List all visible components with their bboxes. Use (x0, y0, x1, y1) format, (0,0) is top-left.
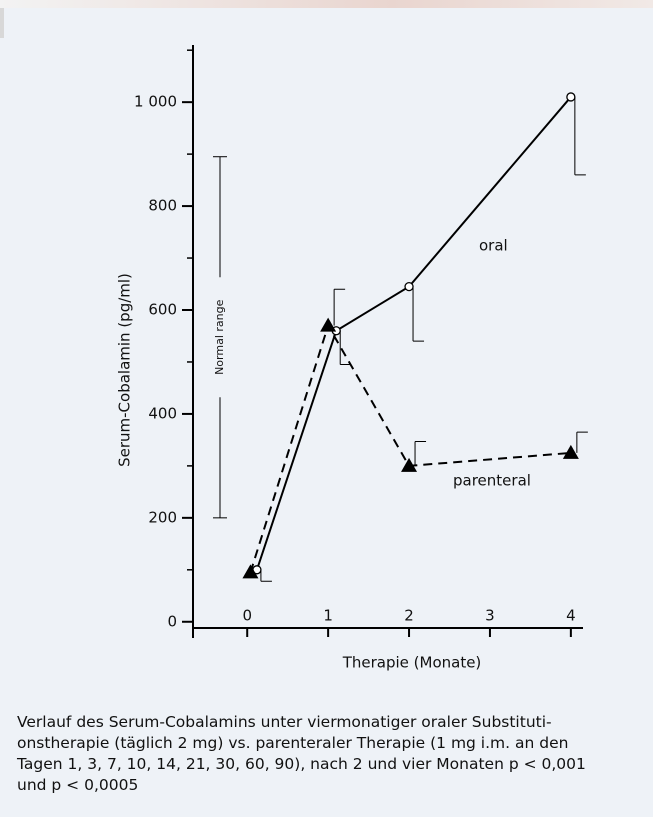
y-axis-label: Serum-Cobalamin (pg/ml) (116, 273, 134, 467)
x-tick-label: 4 (566, 607, 576, 625)
y-tick-label: 600 (148, 301, 177, 319)
top-strip (0, 0, 653, 8)
caption-line: und p < 0,0005 (17, 776, 139, 794)
caption-line: Verlauf des Serum-Cobalamins unter vierm… (17, 713, 552, 731)
y-tick-label: 200 (148, 508, 177, 526)
marker (401, 457, 418, 472)
caption-line: onstherapie (täglich 2 mg) vs. parentera… (17, 734, 569, 752)
y-tick-label: 800 (148, 197, 177, 215)
marker (404, 281, 414, 292)
error-bar (339, 330, 352, 366)
left-strip (0, 8, 4, 38)
marker (562, 444, 579, 459)
x-tick-label: 3 (485, 607, 495, 625)
error-bar (412, 286, 425, 342)
x-tick-label: 0 (242, 607, 252, 625)
error-bar (574, 96, 586, 176)
y-tick-label: 400 (148, 404, 177, 422)
marker (242, 564, 259, 579)
y-tick-label: 1 000 (134, 93, 177, 111)
x-axis-label: Therapie (Monate) (342, 654, 482, 672)
chart: Serum-Cobalamin (pg/ml) Therapie (Monate… (116, 45, 588, 672)
series-line (249, 323, 571, 573)
error-bar (260, 569, 272, 582)
series-label: parenteral (453, 472, 531, 490)
error-bar (333, 288, 346, 326)
x-tick-label: 2 (404, 607, 414, 625)
marker (320, 317, 337, 332)
series-label: oral (479, 237, 508, 255)
y-tick-label: 0 (167, 612, 177, 630)
normal-range-label: Normal range (213, 299, 226, 375)
error-bar (414, 440, 427, 466)
caption-line: Tagen 1, 3, 7, 10, 14, 21, 30, 60, 90), … (17, 755, 586, 773)
caption: Verlauf des Serum-Cobalamins unter vierm… (17, 712, 647, 796)
marker (566, 92, 576, 102)
x-tick-label: 1 (323, 607, 333, 625)
series-line (255, 96, 572, 571)
error-bar (576, 431, 588, 453)
